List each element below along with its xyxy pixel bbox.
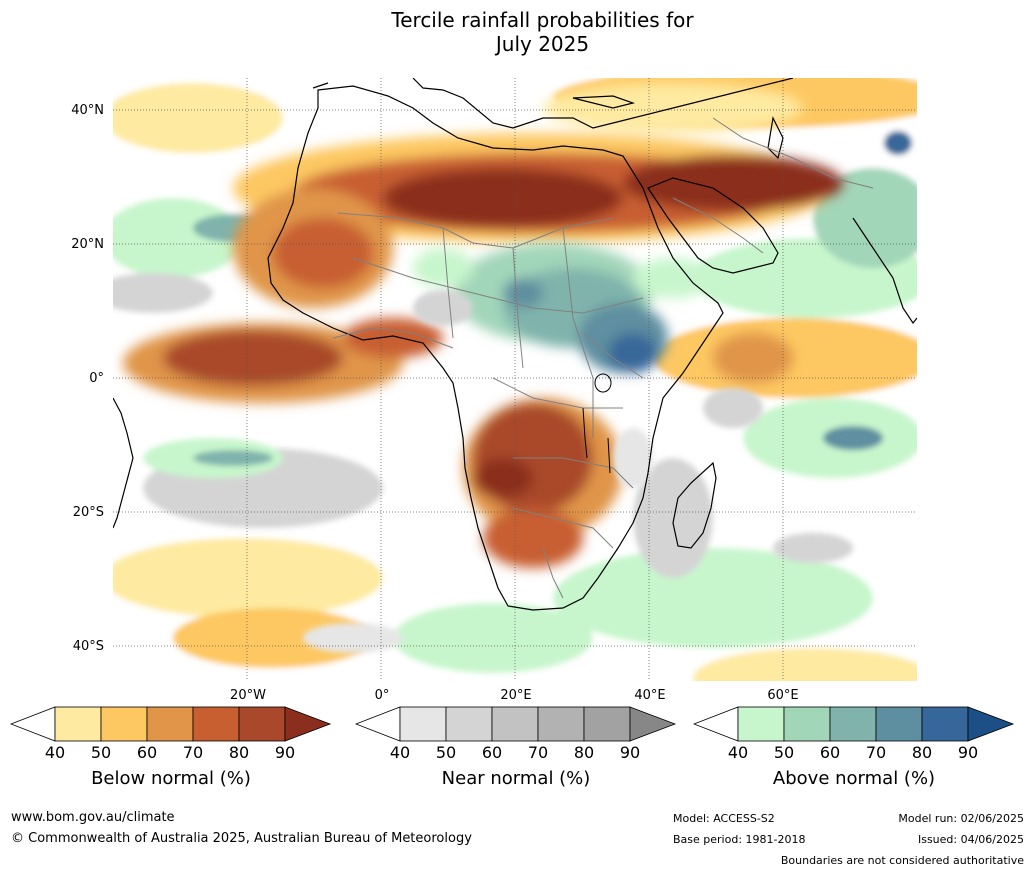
colorbar-segment <box>537 706 585 742</box>
colorbar-segment <box>737 706 785 742</box>
rainfall-probability-map <box>113 78 917 681</box>
colorbar-tick-label: 60 <box>819 743 841 762</box>
near-normal-colorbar <box>355 706 677 742</box>
colorbar-tick-label: 80 <box>911 743 933 762</box>
colorbar-extend-high <box>967 706 1015 742</box>
colorbar-segment <box>875 706 923 742</box>
colorbar-tick-label: 40 <box>44 743 66 762</box>
colorbar-segment <box>399 706 447 742</box>
below-normal-colorbar <box>10 706 332 742</box>
lakes <box>582 373 612 474</box>
map-title: Tercile rainfall probabilities for July … <box>0 8 1035 56</box>
lat-label-0: 0° <box>89 371 104 386</box>
colorbar-segment <box>583 706 631 742</box>
graticule <box>113 78 917 681</box>
above-normal-field <box>413 243 713 373</box>
colorbar-tick-label: 60 <box>136 743 158 762</box>
colorbar-segment <box>100 706 148 742</box>
colorbar-extend-high <box>629 706 677 742</box>
colorbar-extend-high <box>284 706 332 742</box>
colorbar-segment <box>192 706 240 742</box>
colorbar-segment <box>829 706 877 742</box>
near-normal-label: Near normal (%) <box>441 768 591 789</box>
colorbar-segment <box>54 706 102 742</box>
below-normal-field <box>123 83 843 568</box>
lat-label-40n: 40°N <box>71 103 104 118</box>
lat-label-20n: 20°N <box>71 237 104 252</box>
colorbar-segment <box>146 706 194 742</box>
colorbar-segment <box>921 706 969 742</box>
colorbar-extend-low <box>355 706 401 742</box>
model-text: Model: ACCESS-S2 <box>673 812 775 825</box>
colorbar-tick-label: 90 <box>274 743 296 762</box>
copyright-text: © Commonwealth of Australia 2025, Austra… <box>11 831 472 846</box>
colorbar-tick-label: 40 <box>727 743 749 762</box>
lon-label-20w: 20°W <box>230 688 266 703</box>
near-normal-field <box>303 290 853 653</box>
title-line-2: July 2025 <box>495 32 590 56</box>
above-normal-label: Above normal (%) <box>772 768 936 789</box>
colorbar-segment <box>783 706 831 742</box>
title-line-1: Tercile rainfall probabilities for <box>391 8 694 32</box>
colorbar-tick-label: 90 <box>619 743 641 762</box>
map-svg <box>113 78 917 681</box>
model-run-text: Model run: 02/06/2025 <box>898 812 1024 825</box>
website-link[interactable]: www.bom.gov.au/climate <box>11 810 175 825</box>
colorbar-segment <box>491 706 539 742</box>
colorbar-tick-label: 70 <box>182 743 204 762</box>
colorbar-tick-label: 50 <box>435 743 457 762</box>
lat-label-20s: 20°S <box>72 505 104 520</box>
below-normal-label: Below normal (%) <box>91 768 251 789</box>
issued-text: Issued: 04/06/2025 <box>917 833 1024 846</box>
lon-label-60e: 60°E <box>767 688 799 703</box>
colorbar-extend-low <box>693 706 739 742</box>
colorbar-tick-label: 90 <box>957 743 979 762</box>
colorbar-tick-label: 80 <box>228 743 250 762</box>
colorbar-tick-label: 80 <box>573 743 595 762</box>
coastlines <box>113 78 917 611</box>
lon-label-40e: 40°E <box>634 688 666 703</box>
base-period-text: Base period: 1981-2018 <box>673 833 806 846</box>
lon-label-20e: 20°E <box>500 688 532 703</box>
disclaimer-text: Boundaries are not considered authoritat… <box>780 854 1024 867</box>
colorbar-tick-label: 60 <box>481 743 503 762</box>
colorbar-tick-label: 70 <box>527 743 549 762</box>
colorbar-tick-label: 50 <box>773 743 795 762</box>
colorbar-extend-low <box>10 706 56 742</box>
colorbar-segment <box>445 706 493 742</box>
colorbar-tick-label: 40 <box>389 743 411 762</box>
lon-label-0: 0° <box>374 688 390 703</box>
colorbar-tick-label: 50 <box>90 743 112 762</box>
lat-label-40s: 40°S <box>72 639 104 654</box>
colorbar-segment <box>238 706 286 742</box>
country-boundaries <box>332 117 874 599</box>
above-normal-colorbar <box>693 706 1015 742</box>
colorbar-tick-label: 70 <box>865 743 887 762</box>
